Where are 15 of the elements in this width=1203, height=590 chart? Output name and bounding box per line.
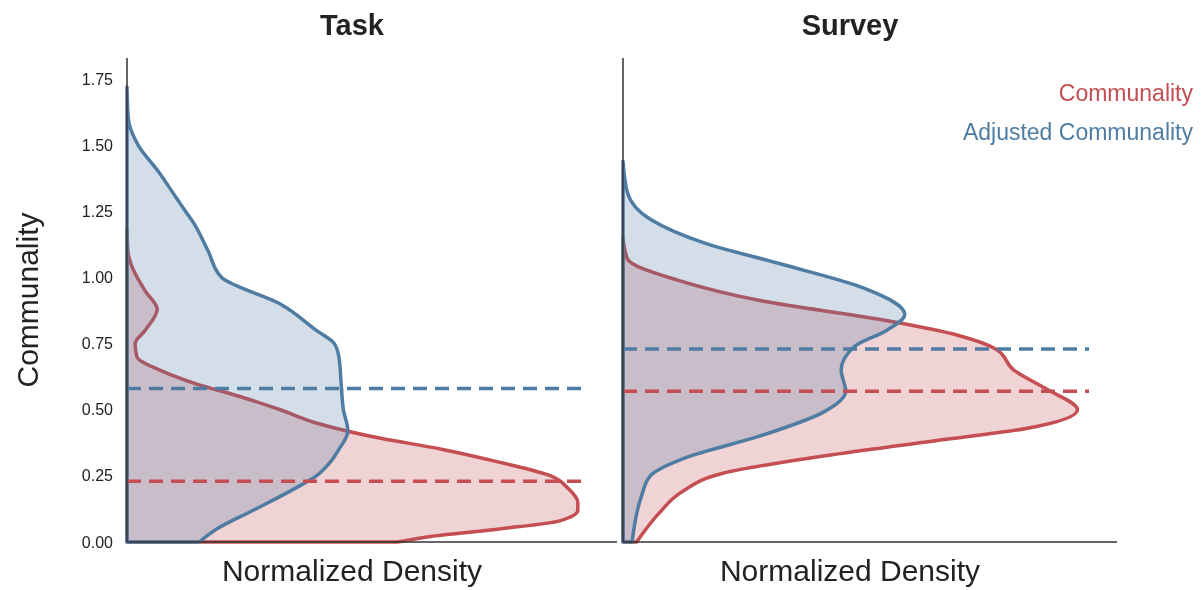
y-axis-title: Communality <box>11 212 44 388</box>
text: Communality <box>1058 80 1194 106</box>
y-tick-label: 0.50 <box>81 401 114 419</box>
y-tick-label: 0.00 <box>81 533 114 551</box>
x-axis-title: Normalized Density <box>221 554 483 587</box>
chart-title: Survey <box>801 9 899 41</box>
chart-title: Task <box>320 9 385 41</box>
x-axis-title: Normalized Density <box>719 554 981 587</box>
y-tick-label: 0.75 <box>81 335 114 353</box>
text: Adjusted Communality <box>962 119 1194 145</box>
y-tick-label: 1.25 <box>81 203 114 220</box>
y-tick-label: 1.75 <box>81 70 114 88</box>
y-tick-label: 1.00 <box>81 269 114 287</box>
y-tick-label: 0.25 <box>81 467 114 485</box>
y-tick-label: 1.50 <box>81 136 114 154</box>
